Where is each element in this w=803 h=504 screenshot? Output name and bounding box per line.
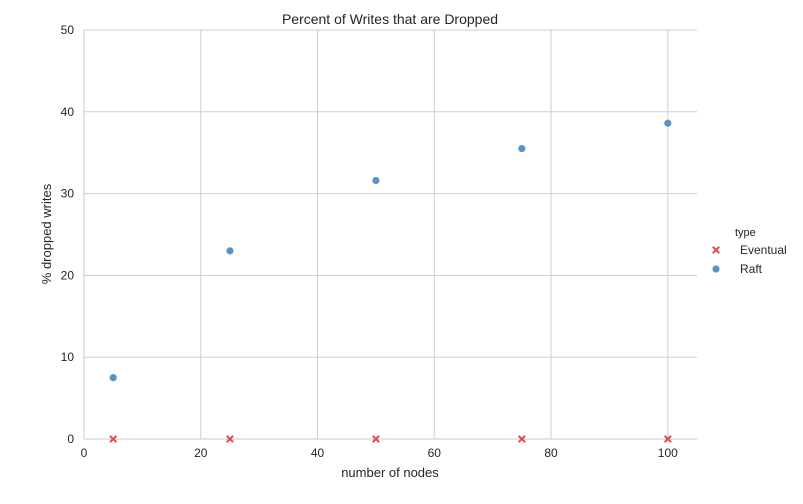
- x-tick-label: 100: [658, 446, 678, 460]
- raft-point: [226, 247, 234, 255]
- eventual-point: [517, 435, 526, 443]
- tick-labels: 0 20 40 60 80 100 0 10 20 30 40 50: [61, 23, 679, 460]
- eventual-point: [226, 435, 234, 443]
- y-tick-label: 20: [61, 268, 75, 282]
- legend-label-eventual: Eventual: [740, 243, 787, 257]
- x-tick-label: 40: [311, 446, 325, 460]
- x-tick-label: 20: [194, 446, 208, 460]
- eventual-point: [371, 435, 380, 443]
- marker-stroke: [109, 435, 118, 443]
- x-tick-label: 60: [428, 446, 442, 460]
- chart-title: Percent of Writes that are Dropped: [282, 11, 498, 27]
- marker-stroke: [517, 435, 526, 443]
- axes: [83, 30, 697, 440]
- x-tick-label: 0: [81, 446, 88, 460]
- legend-marker-eventual: [712, 246, 720, 254]
- eventual-point: [663, 435, 672, 443]
- legend: type Eventual Raft: [712, 227, 787, 276]
- eventual-point: [109, 435, 118, 443]
- data-points: [109, 119, 672, 443]
- raft-point: [664, 119, 672, 127]
- legend-title: type: [735, 227, 756, 239]
- marker-stroke: [226, 435, 234, 443]
- y-tick-label: 0: [67, 432, 74, 446]
- y-axis-title: % dropped writes: [39, 183, 54, 284]
- grid-lines: [84, 29, 697, 439]
- x-tick-label: 80: [544, 446, 558, 460]
- y-tick-label: 40: [61, 105, 75, 119]
- y-tick-label: 50: [61, 23, 75, 37]
- marker-stroke: [663, 435, 672, 443]
- legend-marker-raft: [712, 265, 720, 273]
- raft-point: [518, 145, 526, 153]
- y-tick-label: 30: [61, 187, 75, 201]
- legend-label-raft: Raft: [740, 262, 763, 276]
- x-axis-title: number of nodes: [341, 465, 439, 480]
- raft-point: [109, 374, 117, 382]
- marker-stroke: [712, 246, 720, 254]
- y-tick-label: 10: [61, 350, 75, 364]
- marker-stroke: [371, 435, 380, 443]
- legend-items: Eventual Raft: [712, 243, 787, 276]
- raft-point: [372, 176, 380, 185]
